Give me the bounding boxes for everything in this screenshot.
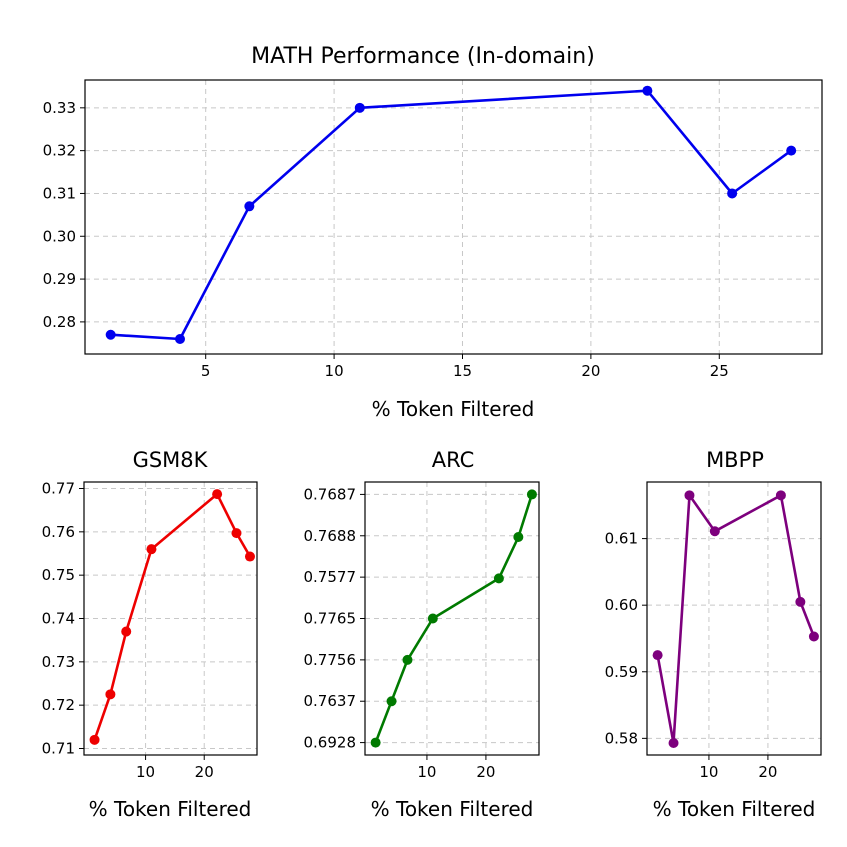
gsm8k-grid (84, 482, 257, 755)
math-x-tick-label: 20 (581, 362, 600, 380)
mbpp-y-tick-label: 0.58 (605, 729, 638, 747)
math-chart-title: MATH Performance (In-domain) (251, 44, 595, 69)
mbpp-x-axis-label: % Token Filtered (653, 797, 816, 821)
mbpp-plot-frame (646, 481, 822, 756)
mbpp-data-point (668, 738, 679, 749)
mbpp-x-tick-label: 20 (758, 763, 777, 781)
arc-y-tick-label: 0.7577 (304, 568, 357, 586)
math-y-tick-label: 0.28 (43, 313, 76, 331)
gsm8k-y-tick-label: 0.72 (42, 696, 75, 714)
math-y-tick-label: 0.32 (43, 142, 76, 160)
gsm8k-plot-frame (83, 481, 258, 756)
gsm8k-x-tick-label: 20 (195, 763, 214, 781)
gsm8k-data-point (231, 528, 242, 539)
math-data-point (175, 334, 186, 345)
arc-y-tick-label: 0.7687 (304, 485, 357, 503)
gsm8k-data-point (89, 734, 100, 745)
mbpp-y-tick-label: 0.60 (605, 596, 638, 614)
mbpp-series (652, 490, 819, 749)
gsm8k-y-tick-label: 0.76 (42, 523, 75, 541)
math-data-point (727, 188, 738, 199)
mbpp-chart-title: MBPP (706, 448, 764, 472)
math-data-point (354, 102, 365, 113)
mbpp-data-point (652, 650, 663, 661)
gsm8k-x-axis-label: % Token Filtered (89, 797, 252, 821)
math-y-tick-label: 0.30 (43, 227, 76, 245)
arc-data-point (526, 489, 537, 500)
gsm8k-series (89, 489, 255, 745)
arc-y-tick-label: 0.7765 (304, 610, 357, 628)
mbpp-y-tick-label: 0.61 (605, 530, 638, 548)
arc-data-point (386, 696, 397, 707)
arc-data-point (427, 613, 438, 624)
gsm8k-data-point (121, 626, 132, 637)
math-x-tick-label: 15 (453, 362, 472, 380)
math-x-tick-label: 5 (201, 362, 211, 380)
math-y-tick-label: 0.29 (43, 270, 76, 288)
arc-y-tick-label: 0.6928 (304, 734, 357, 752)
arc-grid (365, 482, 539, 755)
mbpp-panel: MBPP 10 20 0.58 0.59 0.60 0.61 % Token Filter… (605, 448, 822, 821)
arc-data-point (493, 573, 504, 584)
gsm8k-y-tick-label: 0.73 (42, 653, 75, 671)
mbpp-data-point (795, 596, 806, 607)
arc-data-point (402, 654, 413, 665)
math-y-tick-label: 0.31 (43, 184, 76, 202)
arc-x-axis-label: % Token Filtered (371, 797, 534, 821)
arc-data-point (513, 532, 524, 543)
gsm8k-data-point (244, 551, 255, 562)
math-data-point (786, 145, 797, 156)
mbpp-data-point (808, 631, 819, 642)
gsm8k-y-tick-label: 0.77 (42, 480, 75, 498)
arc-series (370, 489, 537, 748)
mbpp-x-tick-label: 10 (699, 763, 718, 781)
arc-data-point (370, 737, 381, 748)
math-data-point (244, 201, 255, 212)
gsm8k-chart-title: GSM8K (133, 448, 209, 472)
arc-y-tick-label: 0.7756 (304, 651, 357, 669)
gsm8k-y-tick-label: 0.74 (42, 610, 75, 628)
arc-x-tick-label: 10 (417, 763, 436, 781)
mbpp-axis-ticks: 10 20 0.58 0.59 0.60 0.61 (605, 530, 778, 781)
math-panel: MATH Performance (In-domain) 5 10 15 20 25 0.… (43, 44, 823, 421)
arc-y-tick-label: 0.7637 (304, 692, 357, 710)
gsm8k-data-point (212, 489, 223, 500)
gsm8k-panel: GSM8K 10 20 0.71 0.72 0.73 0.74 0.75 0.76 0.77 %… (42, 448, 258, 821)
arc-chart-title: ARC (432, 448, 475, 472)
math-grid (85, 80, 822, 354)
arc-panel: ARC 10 20 0.6928 0.7637 0.7756 0.7765 0.7577 0.… (304, 448, 540, 821)
mbpp-data-point (709, 526, 720, 537)
mbpp-grid (647, 482, 821, 755)
gsm8k-axis-ticks: 10 20 0.71 0.72 0.73 0.74 0.75 0.76 0.77 (42, 480, 214, 782)
gsm8k-data-point (105, 689, 116, 700)
math-axis-ticks: 5 10 15 20 25 0.28 0.29 0.30 0.31 0.32 0.33 (43, 99, 729, 380)
arc-y-tick-label: 0.7688 (304, 527, 357, 545)
gsm8k-data-point (146, 544, 157, 555)
gsm8k-y-tick-label: 0.75 (42, 566, 75, 584)
mbpp-y-tick-label: 0.59 (605, 663, 638, 681)
math-x-tick-label: 10 (325, 362, 344, 380)
math-x-tick-label: 25 (710, 362, 729, 380)
arc-axis-ticks: 10 20 0.6928 0.7637 0.7756 0.7765 0.7577 0.7688… (304, 485, 496, 781)
math-y-tick-label: 0.33 (43, 99, 76, 117)
mbpp-data-point (684, 490, 695, 501)
mbpp-data-point (775, 490, 786, 501)
math-plot-frame (84, 79, 823, 355)
math-series (105, 85, 797, 345)
arc-plot-frame (364, 481, 540, 756)
math-data-point (105, 329, 116, 340)
math-data-point (642, 85, 653, 96)
gsm8k-x-tick-label: 10 (136, 763, 155, 781)
math-x-axis-label: % Token Filtered (372, 397, 535, 421)
gsm8k-y-tick-label: 0.71 (42, 740, 75, 758)
arc-x-tick-label: 20 (476, 763, 495, 781)
